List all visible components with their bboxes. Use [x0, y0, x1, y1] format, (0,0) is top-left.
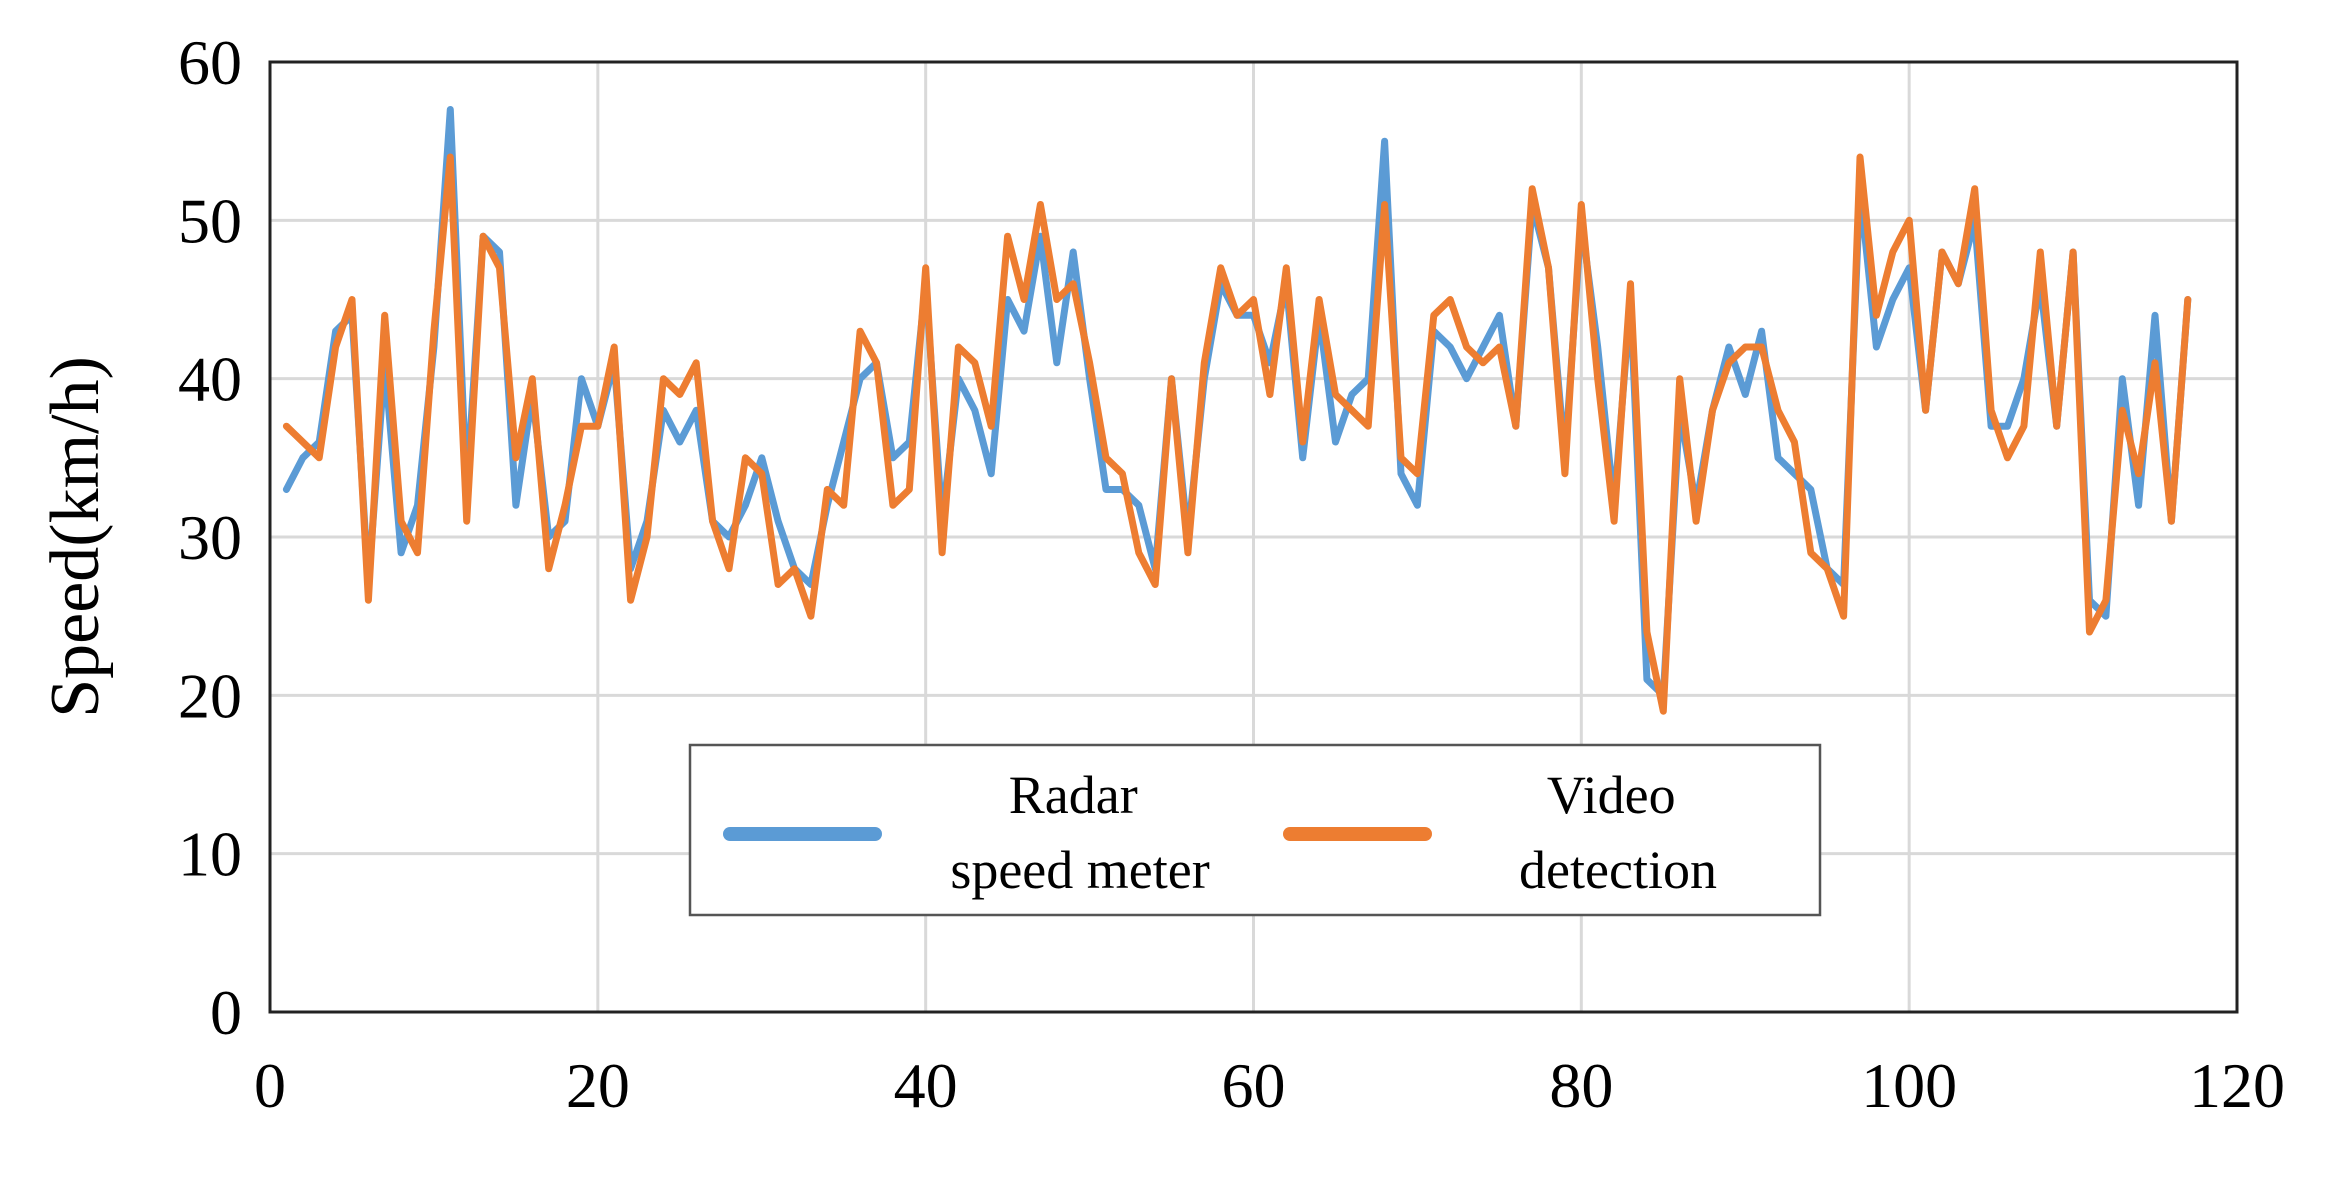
- y-tick-label: 50: [178, 185, 242, 256]
- legend-label-radar: Radar speed meter: [950, 765, 1209, 900]
- x-axis-tick-labels: 0 20 40 60 80 100 120: [254, 1050, 2285, 1121]
- x-tick-label: 100: [1861, 1050, 1957, 1121]
- x-tick-label: 40: [894, 1050, 958, 1121]
- y-tick-label: 20: [178, 660, 242, 731]
- y-tick-label: 10: [178, 819, 242, 890]
- plot-area-border: [268, 60, 2239, 1014]
- legend-label-radar-line1: Radar: [1009, 765, 1138, 825]
- y-axis-title: Speed(km/h): [37, 356, 114, 718]
- x-tick-label: 60: [1222, 1050, 1286, 1121]
- legend-label-video: Video detection: [1519, 765, 1717, 900]
- y-tick-label: 40: [178, 344, 242, 415]
- legend-label-video-line1: Video: [1547, 765, 1676, 825]
- y-tick-label: 60: [178, 27, 242, 98]
- y-tick-label: 0: [210, 977, 242, 1048]
- series-line-video: [282, 153, 2192, 715]
- x-tick-label: 120: [2189, 1050, 2285, 1121]
- legend: Radar speed meter Video detection: [688, 743, 1822, 917]
- y-tick-label: 30: [178, 502, 242, 573]
- series-layer: [282, 106, 2192, 715]
- y-axis-tick-labels: 0 10 20 30 40 50 60: [178, 27, 242, 1048]
- x-tick-label: 80: [1549, 1050, 1613, 1121]
- x-tick-label: 20: [566, 1050, 630, 1121]
- x-tick-label: 0: [254, 1050, 286, 1121]
- legend-label-radar-line2: speed meter: [950, 840, 1209, 900]
- legend-label-video-line2: detection: [1519, 840, 1717, 900]
